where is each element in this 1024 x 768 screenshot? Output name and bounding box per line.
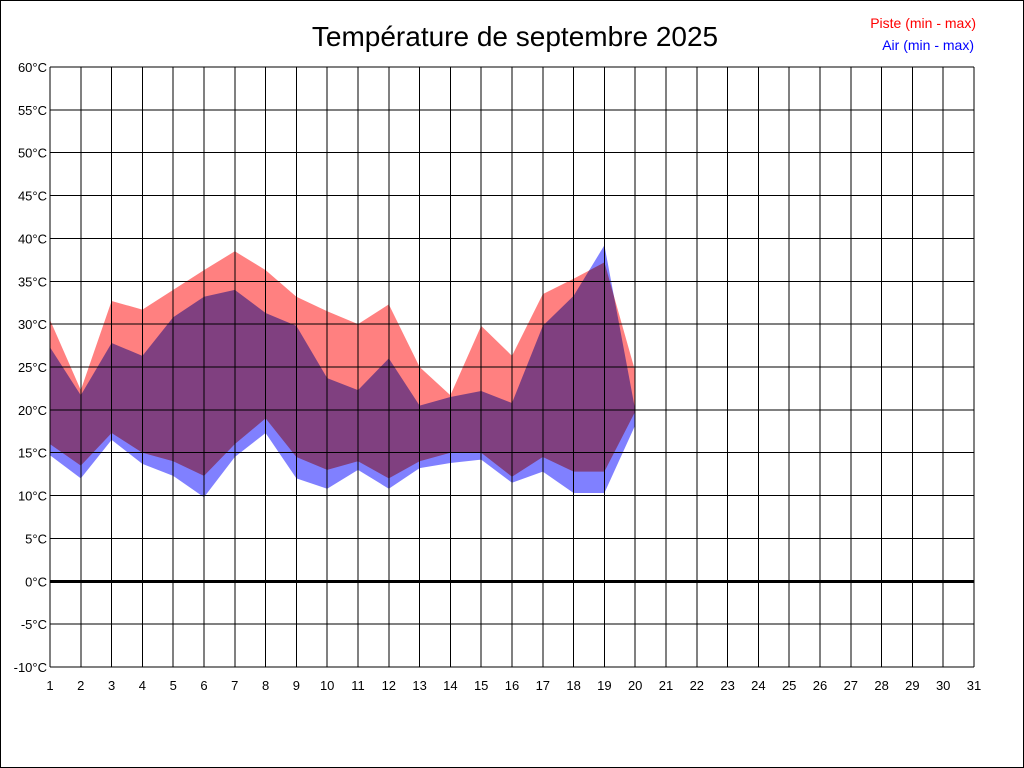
x-tick-label: 6: [200, 678, 207, 693]
x-tick-label: 1: [46, 678, 53, 693]
x-tick-label: 3: [108, 678, 115, 693]
x-tick-label: 25: [782, 678, 796, 693]
y-tick-label: 60°C: [18, 60, 47, 75]
area-band-air: [50, 245, 636, 498]
y-tick-label: -10°C: [14, 660, 47, 675]
y-tick-label: -5°C: [21, 617, 47, 632]
y-tick-label: 20°C: [18, 403, 47, 418]
y-tick-label: 30°C: [18, 317, 47, 332]
x-tick-label: 19: [597, 678, 611, 693]
x-tick-label: 2: [77, 678, 84, 693]
y-tick-label: 5°C: [25, 531, 47, 546]
x-tick-label: 9: [293, 678, 300, 693]
x-tick-label: 27: [844, 678, 858, 693]
legend-piste: Piste (min - max): [870, 15, 976, 31]
grid-lines: [49, 66, 975, 668]
x-tick-label: 22: [690, 678, 704, 693]
x-tick-label: 26: [813, 678, 827, 693]
x-tick-label: 23: [720, 678, 734, 693]
x-tick-label: 15: [474, 678, 488, 693]
x-tick-label: 5: [170, 678, 177, 693]
x-tick-label: 7: [231, 678, 238, 693]
tick-labels: -10°C -5°C 0°C 5°C 10°C 15°C 20°C 25°C 30°C 35°C 4…: [14, 60, 982, 693]
x-tick-label: 29: [905, 678, 919, 693]
legend-air: Air (min - max): [882, 37, 974, 53]
x-tick-label: 4: [139, 678, 146, 693]
x-tick-label: 20: [628, 678, 642, 693]
x-tick-label: 8: [262, 678, 269, 693]
x-tick-label: 10: [320, 678, 334, 693]
x-tick-label: 31: [967, 678, 981, 693]
area-layers: [50, 245, 636, 498]
y-tick-label: 25°C: [18, 360, 47, 375]
y-tick-label: 35°C: [18, 274, 47, 289]
chart-title: Température de septembre 2025: [312, 21, 718, 52]
x-tick-label: 16: [505, 678, 519, 693]
y-tick-label: 10°C: [18, 489, 47, 504]
y-tick-label: 0°C: [25, 574, 47, 589]
y-tick-label: 15°C: [18, 446, 47, 461]
x-tick-label: 17: [536, 678, 550, 693]
x-tick-label: 14: [443, 678, 457, 693]
y-tick-label: 55°C: [18, 103, 47, 118]
x-tick-label: 18: [566, 678, 580, 693]
x-tick-label: 28: [874, 678, 888, 693]
x-tick-label: 11: [351, 678, 365, 693]
y-tick-label: 45°C: [18, 189, 47, 204]
x-tick-label: 12: [382, 678, 396, 693]
y-tick-label: 50°C: [18, 146, 47, 161]
x-tick-label: 24: [751, 678, 765, 693]
x-tick-label: 13: [412, 678, 426, 693]
x-tick-label: 21: [659, 678, 673, 693]
x-tick-label: 30: [936, 678, 950, 693]
y-tick-label: 40°C: [18, 231, 47, 246]
